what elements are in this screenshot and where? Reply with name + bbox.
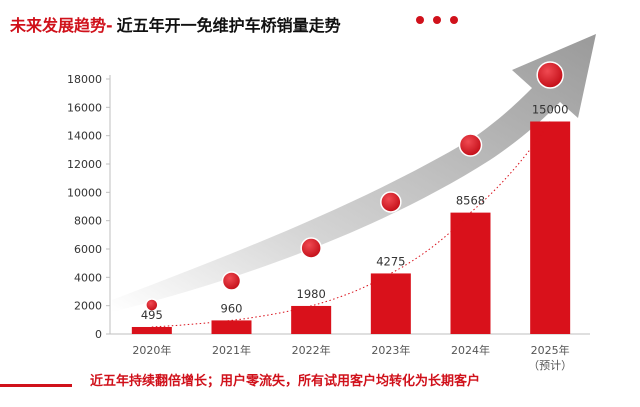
x-tick-note: （预计） xyxy=(528,359,572,372)
x-tick-label: 2023年 xyxy=(371,343,410,357)
dot-icon xyxy=(433,16,441,24)
data-label: 4275 xyxy=(376,254,405,268)
trend-marker-dot xyxy=(458,133,483,157)
y-tick-label: 10000 xyxy=(67,186,102,199)
x-tick-label: 2022年 xyxy=(292,343,331,357)
x-tick-label: 2025年 xyxy=(531,343,570,357)
title-bar: 未来发展趋势- 近五年开一免维护车桥销量走势 xyxy=(10,10,341,38)
bar xyxy=(450,212,491,334)
footer-summary: 近五年持续翻倍增长；用户零流失，所有试用客户均转化为长期客户 xyxy=(90,374,481,389)
data-label: 495 xyxy=(141,308,163,322)
data-label: 1980 xyxy=(297,287,326,301)
trend-marker-dot xyxy=(300,237,322,259)
title-dots-decoration xyxy=(416,16,458,24)
trend-marker-dot xyxy=(536,61,564,89)
y-tick-label: 0 xyxy=(95,328,102,341)
bar xyxy=(530,121,571,334)
x-tick-label: 2020年 xyxy=(132,343,171,357)
y-tick-label: 4000 xyxy=(74,271,102,284)
bar xyxy=(370,273,411,334)
bar xyxy=(291,305,332,334)
trend-marker-dot xyxy=(221,271,242,291)
y-tick-label: 12000 xyxy=(67,158,102,171)
data-label: 8568 xyxy=(456,194,485,208)
trend-marker-dot xyxy=(380,191,402,213)
y-tick-label: 14000 xyxy=(67,130,102,143)
y-tick-label: 8000 xyxy=(74,215,102,228)
y-tick-label: 18000 xyxy=(67,73,102,86)
y-tick-label: 16000 xyxy=(67,101,102,114)
y-tick-label: 2000 xyxy=(74,300,102,313)
trend-arrow-icon xyxy=(112,34,596,312)
bar xyxy=(211,320,252,334)
dot-icon xyxy=(416,16,424,24)
x-tick-label: 2024年 xyxy=(451,343,490,357)
dot-icon xyxy=(450,16,458,24)
page-subtitle: 近五年开一免维护车桥销量走势 xyxy=(116,16,341,35)
data-label: 960 xyxy=(221,301,243,315)
y-tick-label: 6000 xyxy=(74,243,102,256)
page-title: 未来发展趋势- xyxy=(10,16,113,35)
footer-divider xyxy=(0,384,72,387)
data-label: 15000 xyxy=(532,103,569,117)
x-tick-label: 2021年 xyxy=(212,343,251,357)
bar xyxy=(131,326,172,334)
trend-marker-dot xyxy=(145,298,159,312)
